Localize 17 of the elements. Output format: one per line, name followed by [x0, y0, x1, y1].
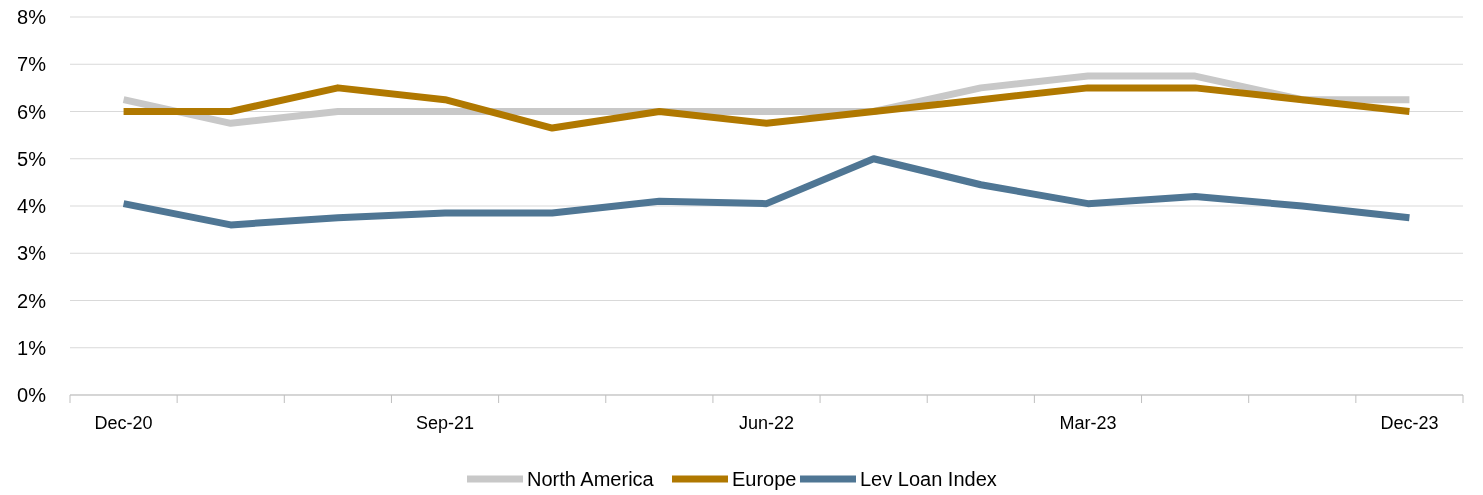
legend-label: North America — [527, 468, 655, 490]
y-tick-label: 1% — [17, 336, 47, 359]
y-tick-label: 5% — [17, 147, 47, 170]
y-tick-label: 2% — [17, 289, 47, 312]
x-tick-label: Dec-20 — [94, 413, 153, 433]
x-tick-label: Dec-23 — [1380, 413, 1439, 433]
y-tick-label: 0% — [17, 384, 47, 406]
legend-label: Lev Loan Index — [860, 468, 997, 490]
x-tick-label: Mar-23 — [1059, 413, 1117, 433]
x-tick-label: Sep-21 — [416, 413, 475, 433]
y-tick-label: 8% — [17, 6, 47, 28]
x-tick-label: Jun-22 — [738, 413, 795, 433]
y-tick-label: 7% — [17, 53, 47, 76]
legend-label: Europe — [732, 468, 797, 490]
y-tick-label: 3% — [17, 242, 47, 265]
y-tick-label: 4% — [17, 195, 47, 217]
y-tick-label: 6% — [17, 100, 47, 123]
